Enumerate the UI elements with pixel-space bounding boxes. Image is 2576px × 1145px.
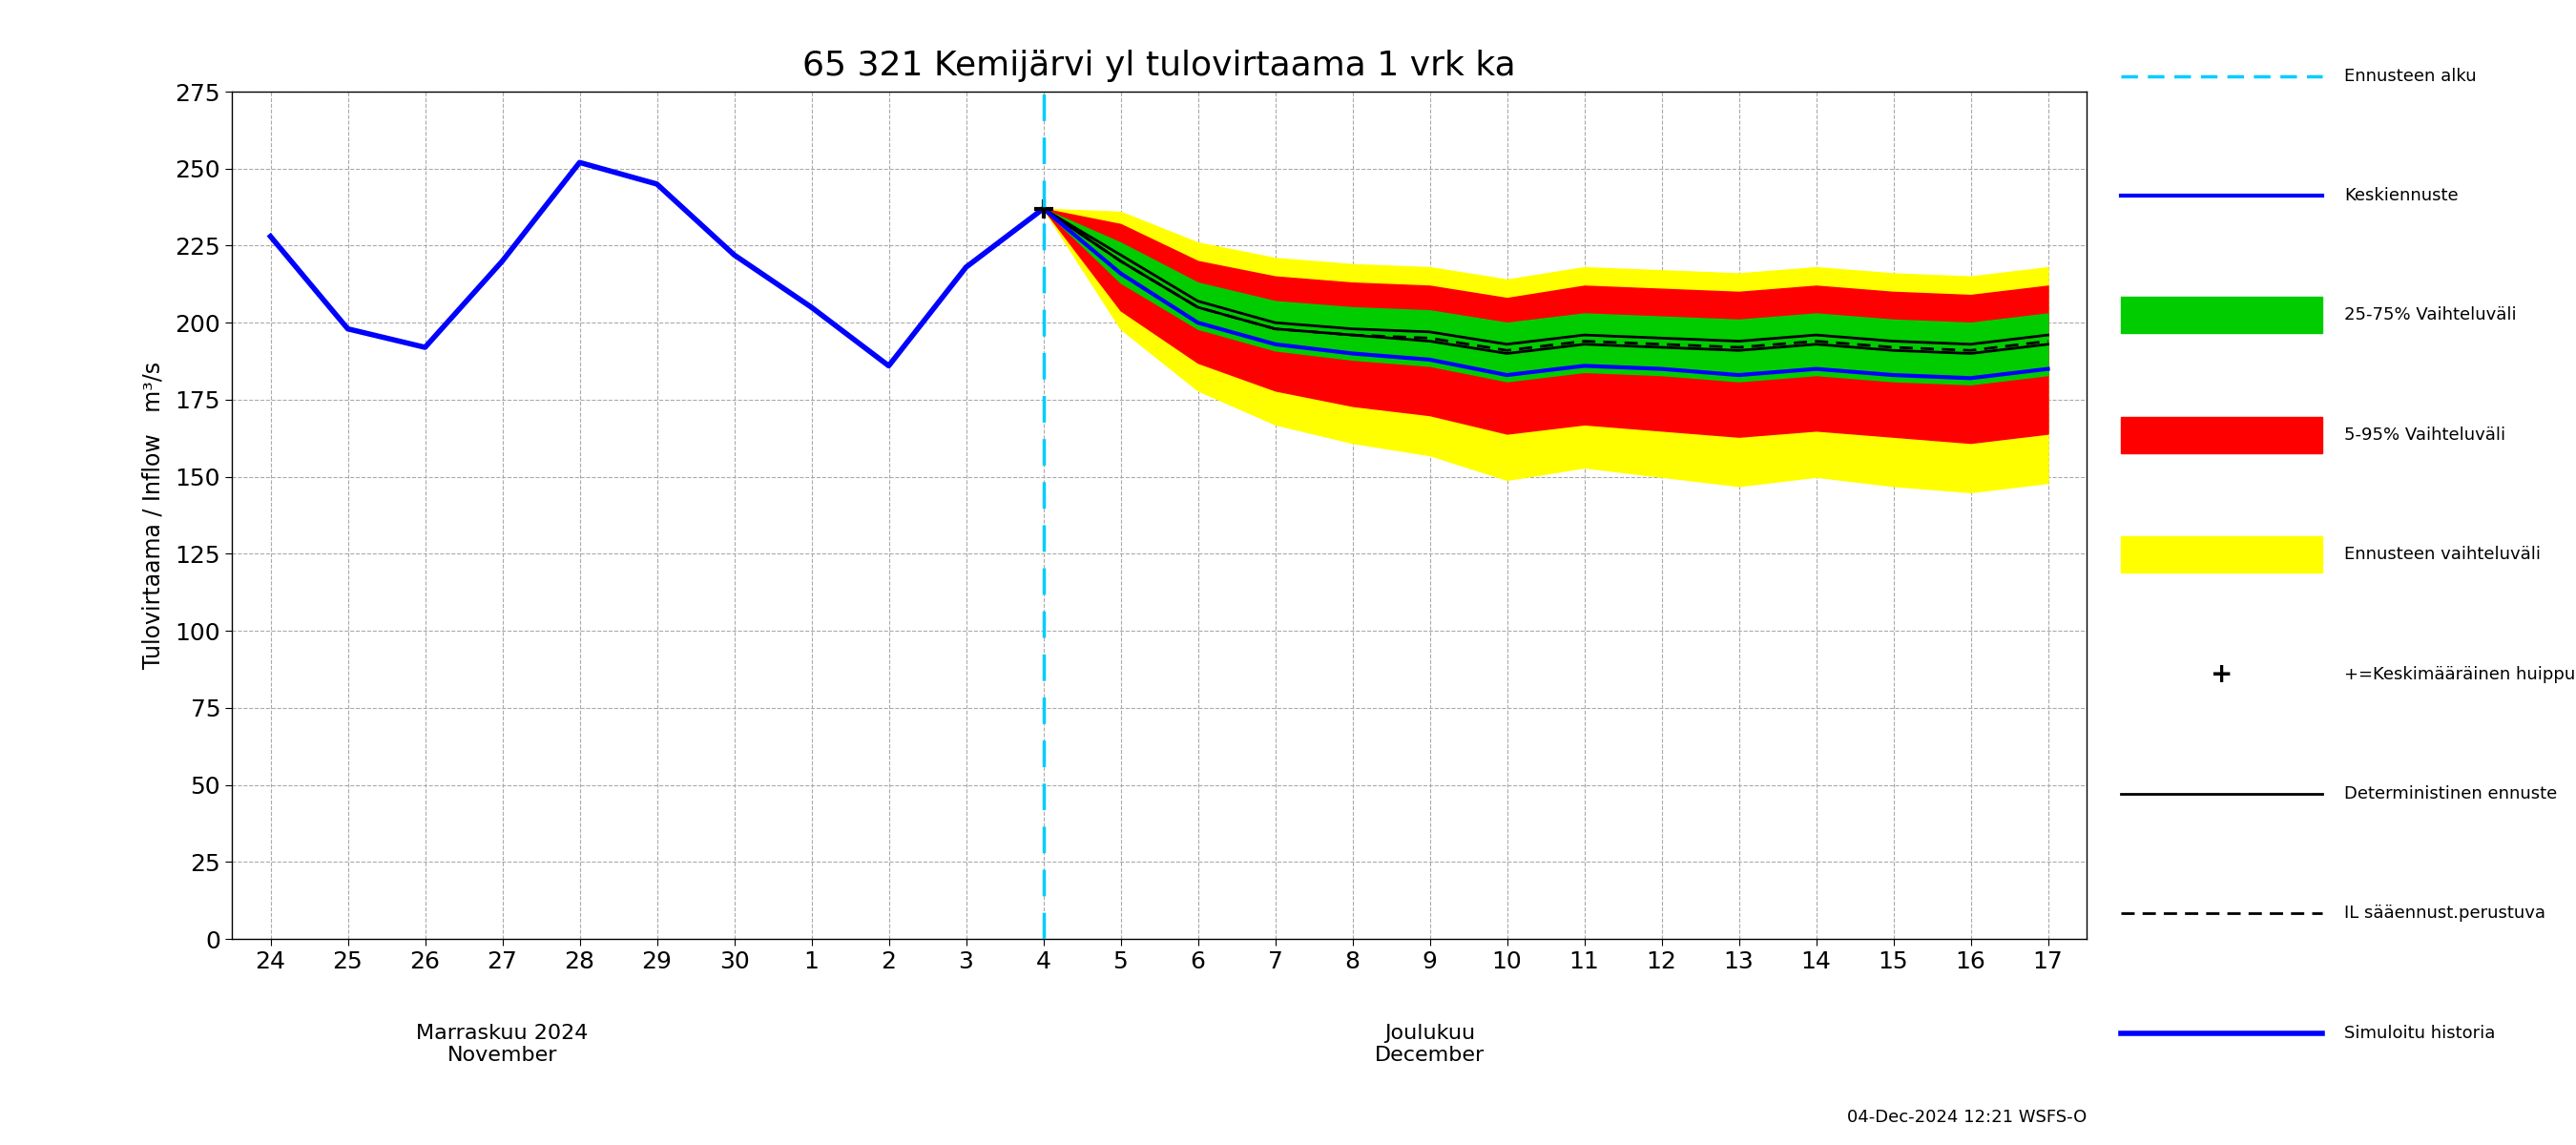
- Text: Keskiennuste: Keskiennuste: [2344, 187, 2458, 204]
- Text: Simuloitu historia: Simuloitu historia: [2344, 1025, 2496, 1042]
- Text: 5-95% Vaihteluväli: 5-95% Vaihteluväli: [2344, 426, 2506, 443]
- Text: Marraskuu 2024
November: Marraskuu 2024 November: [417, 1024, 587, 1065]
- Text: Ennusteen vaihteluväli: Ennusteen vaihteluväli: [2344, 546, 2540, 563]
- Text: Ennusteen alku: Ennusteen alku: [2344, 68, 2476, 85]
- Bar: [2120, 417, 2324, 453]
- Text: Deterministinen ennuste: Deterministinen ennuste: [2344, 785, 2558, 803]
- Text: +​=Keskimääräinen huippu: +​=Keskimääräinen huippu: [2344, 665, 2576, 682]
- Title: 65 321 Kemijärvi yl tulovirtaama 1 vrk ka: 65 321 Kemijärvi yl tulovirtaama 1 vrk k…: [804, 50, 1515, 82]
- Bar: [2120, 537, 2324, 572]
- Y-axis label: Tulovirtaama / Inflow   m³/s: Tulovirtaama / Inflow m³/s: [142, 362, 165, 669]
- Text: IL sääennust.perustuva: IL sääennust.perustuva: [2344, 905, 2545, 922]
- Text: +: +: [2210, 661, 2233, 688]
- Text: 25-75% Vaihteluväli: 25-75% Vaihteluväli: [2344, 307, 2517, 324]
- Text: Joulukuu
December: Joulukuu December: [1376, 1024, 1484, 1065]
- Text: 04-Dec-2024 12:21 WSFS-O: 04-Dec-2024 12:21 WSFS-O: [1847, 1108, 2087, 1126]
- Bar: [2120, 298, 2324, 333]
